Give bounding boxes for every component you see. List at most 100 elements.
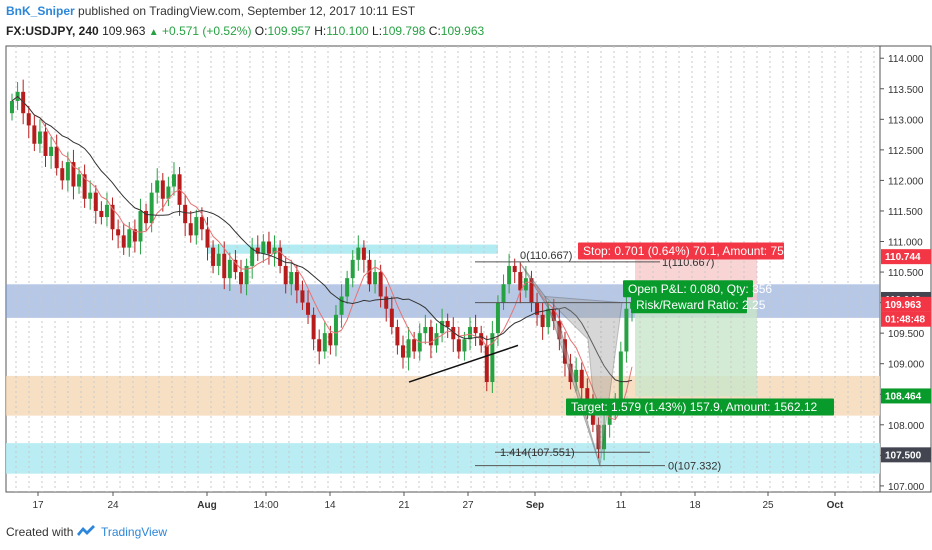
trend-line [408, 344, 519, 383]
candle-body [585, 388, 590, 407]
low-value: 109.798 [382, 24, 426, 38]
candle-body [333, 314, 338, 346]
candle-body [395, 327, 400, 346]
ma-slow-line [11, 95, 633, 383]
price-tick-label: 113.500 [888, 85, 924, 96]
candle-body [77, 174, 82, 187]
high-label: H: [314, 24, 327, 38]
candle-body [540, 314, 545, 328]
candle-body [535, 302, 540, 315]
candle-body [434, 333, 439, 346]
fib-label-1414: 1.414(107.551) [500, 447, 575, 459]
candle-body [194, 217, 199, 236]
rr-label-bg [631, 296, 747, 314]
fib-label-bottom: 0(107.332) [668, 461, 721, 473]
candle-body [490, 333, 495, 383]
footer: Created with TradingView [0, 516, 932, 550]
candle-body [266, 241, 271, 254]
stop-label: Stop: 0.701 (0.64%) 70.1, Amount: 750.44 [583, 244, 807, 258]
time-tick-label: 27 [462, 500, 474, 511]
target-label-bg [566, 398, 834, 416]
candle-body [412, 339, 417, 352]
candle-body [507, 265, 512, 285]
candle-body [596, 424, 601, 450]
low-label: L: [372, 24, 383, 38]
candle-body [205, 229, 210, 248]
candle-body [26, 113, 31, 126]
candle-body [127, 229, 132, 248]
stop-label-bg [578, 242, 784, 260]
open-label: O: [254, 24, 268, 38]
time-tick-label: Sep [526, 500, 544, 511]
candle-body [361, 247, 366, 260]
candle-body [495, 302, 500, 334]
fib-label-top: 0(110.667) [520, 250, 572, 262]
candle-body [37, 131, 42, 144]
price-chart[interactable]: 107.000107.500108.000108.500109.000109.5… [0, 44, 932, 516]
candle-body [71, 162, 76, 187]
price-tick-label: 111.000 [888, 238, 923, 249]
candle-body [473, 327, 478, 334]
price-tag-bg [881, 447, 931, 463]
candle-body [345, 278, 350, 297]
candle-body [244, 265, 249, 285]
candle-body [546, 308, 551, 328]
candle-body [32, 125, 37, 144]
price-axis [879, 45, 932, 493]
pnl-label: Open P&L: 0.080, Qty: 356 [628, 282, 772, 296]
candle-body [501, 284, 506, 303]
candle-body [406, 339, 411, 358]
chart-header: BnK_Sniper published on TradingView.com,… [0, 0, 932, 44]
fib-label-1: 1(110.667) [662, 257, 714, 269]
candle-body [261, 241, 266, 254]
ma-fast-line [11, 95, 633, 421]
time-tick-label: 21 [398, 500, 410, 511]
candle-body [272, 247, 277, 254]
tradingview-brand-link[interactable]: TradingView [101, 525, 168, 539]
price-tag-bg [881, 388, 931, 404]
candle-body [289, 272, 294, 285]
time-tick-label: 14 [324, 500, 336, 511]
candle-body [373, 272, 378, 285]
candle-body [211, 247, 216, 266]
candle-body [227, 259, 232, 279]
candle-body [356, 247, 361, 260]
candle-body [423, 327, 428, 334]
candle-body [574, 369, 579, 383]
candle-body [278, 247, 283, 266]
price-tick-label: 111.500 [888, 207, 923, 218]
candle-body [311, 314, 316, 340]
price-tag: 107.500 [885, 450, 922, 461]
candle-body [590, 406, 595, 425]
candle-body [339, 296, 344, 315]
candle-body [618, 351, 623, 401]
candle-body [378, 272, 383, 297]
candle-body [512, 265, 517, 273]
candle-body [183, 204, 188, 224]
up-arrow-icon: ▲ [148, 27, 159, 38]
time-tick-label: 11 [616, 500, 627, 511]
candle-body [166, 186, 171, 199]
high-value: 110.100 [326, 24, 369, 38]
tradingview-logo-icon [77, 525, 95, 536]
candle-body [529, 278, 534, 303]
candle-body [239, 272, 244, 285]
price-tag: 110.744 [885, 252, 921, 263]
candle-body [199, 217, 204, 230]
candle-body [484, 345, 489, 383]
author-link[interactable]: BnK_Sniper [6, 4, 75, 18]
price-tag-bg [881, 311, 931, 327]
candle-body [171, 174, 176, 187]
time-tick-label: Aug [197, 500, 216, 511]
target-label: Target: 1.579 (1.43%) 157.9, Amount: 156… [571, 400, 817, 414]
candle-body [523, 278, 528, 291]
candle-body [445, 320, 450, 328]
published-text: published on TradingView.com, September … [74, 4, 416, 18]
candle-body [328, 333, 333, 346]
candle-body [104, 204, 109, 218]
candle-body [579, 369, 584, 389]
candle-body [222, 253, 227, 279]
symbol-label[interactable]: FX:USDJPY, 240 [6, 24, 99, 38]
candle-body [10, 100, 14, 114]
price-tag: 109.963 [885, 300, 922, 311]
